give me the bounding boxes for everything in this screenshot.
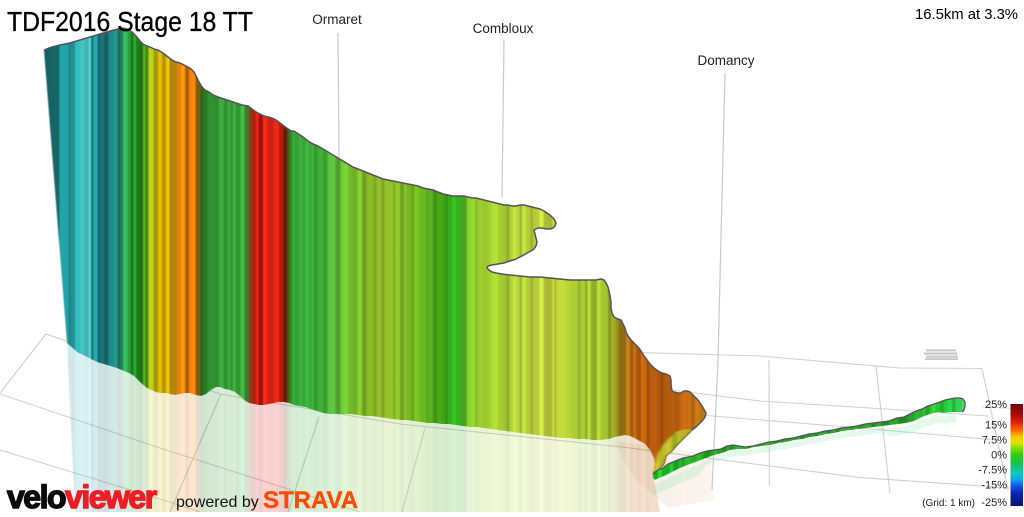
svg-text:7.5%: 7.5% (982, 435, 1007, 447)
svg-text:15%: 15% (985, 420, 1007, 432)
svg-text:-15%: -15% (981, 480, 1007, 492)
svg-text:powered by: powered by (176, 494, 259, 511)
svg-text:STRAVA: STRAVA (263, 487, 358, 512)
svg-text:Ormaret: Ormaret (312, 12, 362, 27)
svg-text:16.5km at 3.3%: 16.5km at 3.3% (915, 6, 1018, 23)
svg-text:-25%: -25% (981, 497, 1007, 509)
svg-text:25%: 25% (985, 399, 1007, 411)
svg-text:Domancy: Domancy (697, 53, 754, 68)
svg-text:0%: 0% (991, 450, 1007, 462)
svg-text:(Grid: 1 km): (Grid: 1 km) (922, 498, 975, 509)
svg-text:Combloux: Combloux (473, 21, 534, 36)
svg-text:TDF2016 Stage 18 TT: TDF2016 Stage 18 TT (7, 6, 253, 37)
svg-text:veloviewer: veloviewer (7, 479, 157, 512)
svg-text:-7.5%: -7.5% (978, 465, 1007, 477)
